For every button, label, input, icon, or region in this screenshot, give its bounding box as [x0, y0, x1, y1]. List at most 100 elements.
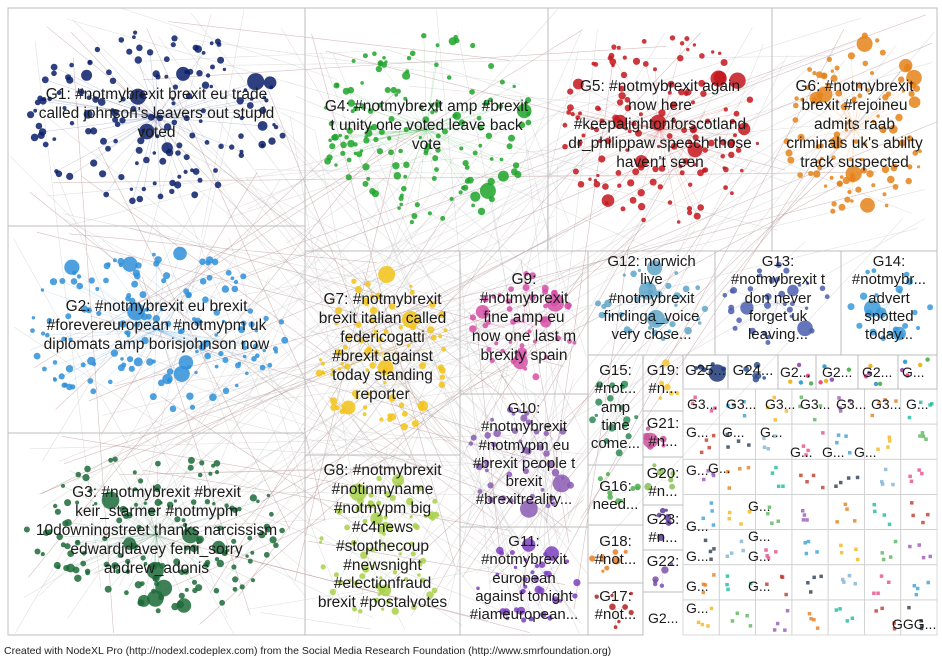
edge	[156, 329, 247, 374]
node	[789, 314, 793, 318]
node	[225, 269, 232, 276]
node	[765, 554, 769, 558]
node	[484, 464, 488, 468]
group-label-line: #not...	[594, 551, 637, 569]
node	[144, 307, 150, 312]
node	[921, 520, 925, 525]
edge	[75, 92, 676, 481]
node	[72, 566, 80, 574]
node	[642, 61, 649, 67]
edge	[854, 95, 861, 130]
group-label-line: #n...	[648, 380, 678, 398]
node	[340, 141, 347, 149]
edge	[67, 248, 323, 619]
node	[726, 587, 730, 592]
node	[681, 127, 687, 134]
node	[95, 287, 100, 291]
node	[684, 326, 692, 335]
edge	[523, 322, 570, 342]
node	[844, 128, 849, 132]
node	[854, 547, 858, 552]
group-label-g8: G8: #notmybrexit #notinmyname #notmypm big…	[305, 462, 460, 613]
edge	[156, 329, 193, 408]
group-label-line: #notmybrexit t	[730, 271, 826, 289]
node	[862, 142, 868, 147]
node	[351, 59, 356, 63]
node	[665, 282, 672, 289]
node	[806, 581, 810, 585]
edge	[270, 369, 514, 401]
node	[499, 550, 505, 556]
node	[534, 563, 540, 569]
node	[611, 44, 617, 50]
node	[205, 73, 211, 78]
node	[452, 113, 458, 119]
node	[58, 373, 65, 380]
node	[776, 519, 780, 523]
node	[191, 579, 198, 585]
group-label-line: #notinmyname	[331, 480, 434, 498]
node	[184, 69, 189, 75]
node	[132, 470, 137, 475]
node	[319, 536, 324, 541]
node	[387, 136, 392, 141]
node	[693, 212, 701, 220]
node	[131, 280, 139, 288]
edge	[123, 201, 462, 392]
group-label-line: G23:	[646, 511, 680, 528]
node	[499, 157, 504, 162]
edge	[295, 95, 648, 247]
node	[700, 90, 707, 97]
node	[622, 422, 628, 428]
node	[495, 572, 500, 577]
edge	[426, 106, 501, 130]
node	[653, 67, 657, 72]
edge	[279, 111, 316, 132]
node	[735, 147, 742, 153]
node	[860, 167, 867, 174]
node	[418, 563, 423, 567]
edge	[465, 229, 696, 525]
node	[537, 444, 544, 451]
node	[375, 65, 383, 73]
node	[872, 502, 876, 507]
node	[400, 423, 408, 431]
node	[524, 410, 530, 416]
node	[240, 273, 247, 280]
node	[866, 170, 874, 178]
edge	[426, 127, 481, 130]
node	[593, 180, 601, 188]
group-label-g14: G14: #notmybr... advert spotted today...	[841, 253, 937, 344]
edge	[659, 113, 737, 130]
node	[691, 100, 695, 105]
node	[105, 145, 111, 152]
edge	[67, 18, 610, 175]
node	[247, 308, 253, 314]
node	[637, 189, 645, 197]
node	[237, 506, 242, 512]
node	[136, 195, 144, 203]
node	[727, 510, 732, 515]
node	[388, 394, 396, 402]
edge	[391, 422, 556, 466]
node	[269, 536, 277, 544]
node	[354, 395, 359, 400]
edge	[615, 409, 625, 426]
node	[833, 131, 841, 138]
edge	[417, 129, 427, 205]
node	[775, 276, 781, 282]
node	[830, 136, 843, 149]
node	[898, 289, 903, 294]
node	[851, 97, 857, 103]
node	[729, 72, 746, 89]
edge	[373, 218, 925, 532]
node	[729, 118, 736, 125]
node	[171, 119, 178, 126]
node	[409, 284, 413, 288]
node	[609, 382, 616, 389]
group-label-line: G6: #notmybrexit	[795, 78, 914, 95]
node	[409, 541, 415, 547]
node	[855, 475, 860, 480]
node	[812, 575, 816, 580]
node	[430, 334, 437, 341]
